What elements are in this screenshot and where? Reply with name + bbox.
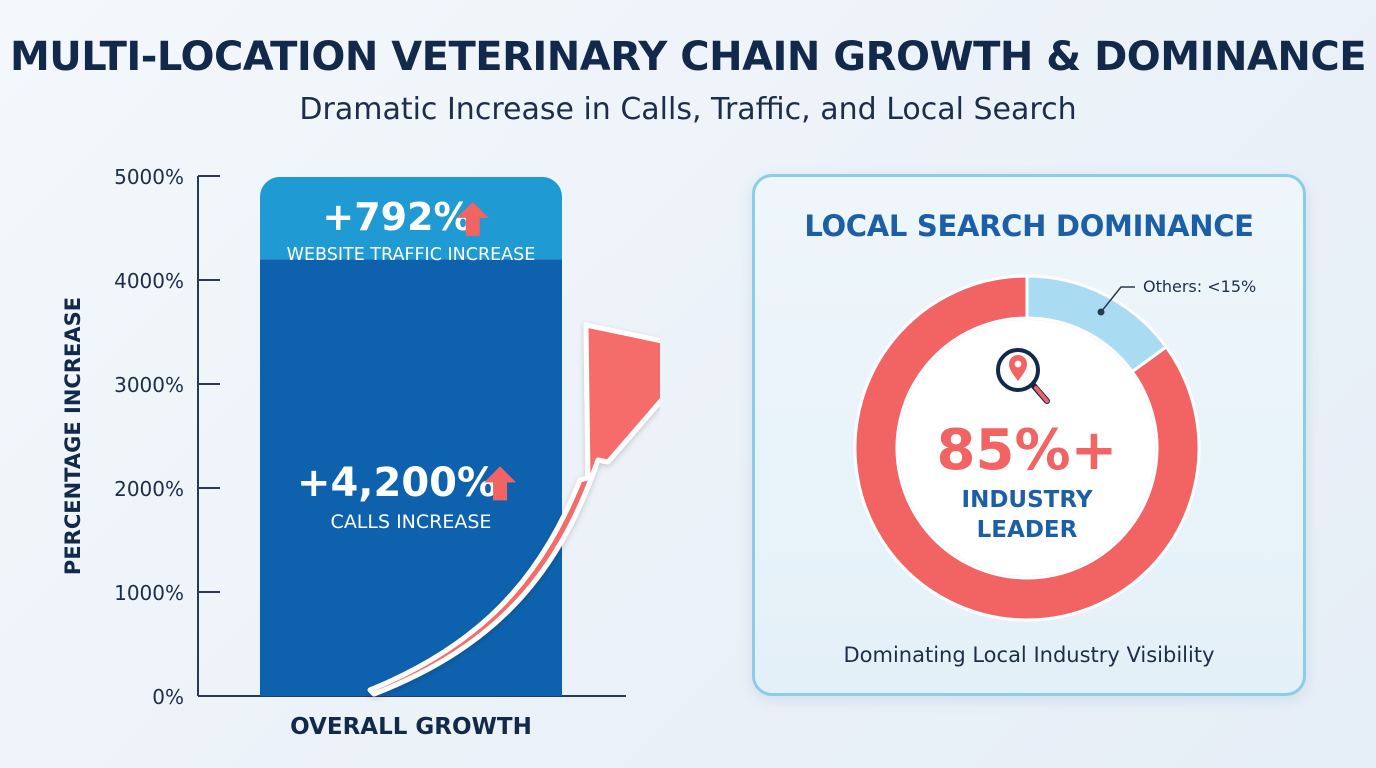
donut-slice-others: [1025, 274, 1169, 374]
y-axis-title: PERCENTAGE INCREASE: [61, 297, 85, 575]
y-tick-label: 4000%: [114, 269, 184, 293]
location-search-icon: [996, 348, 1050, 404]
calls-label: +4,200% CALLS INCREASE: [297, 460, 517, 533]
market-share-donut: Others: <15% 85%+ INDUSTRY LEADER: [853, 274, 1256, 622]
panel-title: LOCAL SEARCH DOMINANCE: [804, 209, 1254, 243]
center-label-line: INDUSTRY: [962, 487, 1093, 513]
leader-line: [1100, 286, 1135, 313]
up-arrow-icon: [456, 201, 489, 236]
y-tick-label: 3000%: [114, 373, 184, 397]
website-traffic-label: +792% WEBSITE TRAFFIC INCREASE: [287, 195, 536, 265]
y-tick-label: 2000%: [114, 477, 184, 501]
bar-value-label: +4,200%: [297, 460, 497, 506]
bar-segment-calls: [260, 259, 562, 696]
y-tick-label: 1000%: [114, 581, 184, 605]
bar-segment-website-traffic: [260, 176, 562, 260]
panel-caption: Dominating Local Industry Visibility: [843, 643, 1215, 667]
growth-bar-chart: 0% 1000% 2000% 3000% 4000% 5000% PERCENTAGE IN…: [61, 165, 660, 740]
bar-value-label: +792%: [322, 195, 471, 239]
up-arrow-icon: [484, 466, 517, 501]
page-title: MULTI-LOCATION VETERINARY CHAIN GROWTH &…: [9, 34, 1367, 80]
center-label-line: LEADER: [977, 517, 1078, 543]
bar-series-label: CALLS INCREASE: [331, 511, 492, 533]
bar-base: [260, 676, 562, 696]
y-tick-label: 0%: [152, 685, 184, 709]
y-tick-label: 5000%: [114, 165, 184, 189]
bar-series-label: WEBSITE TRAFFIC INCREASE: [287, 245, 536, 265]
local-search-panel: LOCAL SEARCH DOMINANCE Others: <15% 85%+ I…: [752, 174, 1306, 696]
donut-center: [899, 320, 1155, 576]
page-subtitle: Dramatic Increase in Calls, Traffic, and…: [299, 92, 1077, 127]
others-slice-label: Others: <15%: [1143, 277, 1256, 296]
center-value: 85%+: [937, 418, 1118, 483]
donut-slice-industry-leader: [853, 274, 1201, 622]
growth-arrow: [367, 322, 660, 697]
x-axis-title: OVERALL GROWTH: [290, 714, 532, 740]
